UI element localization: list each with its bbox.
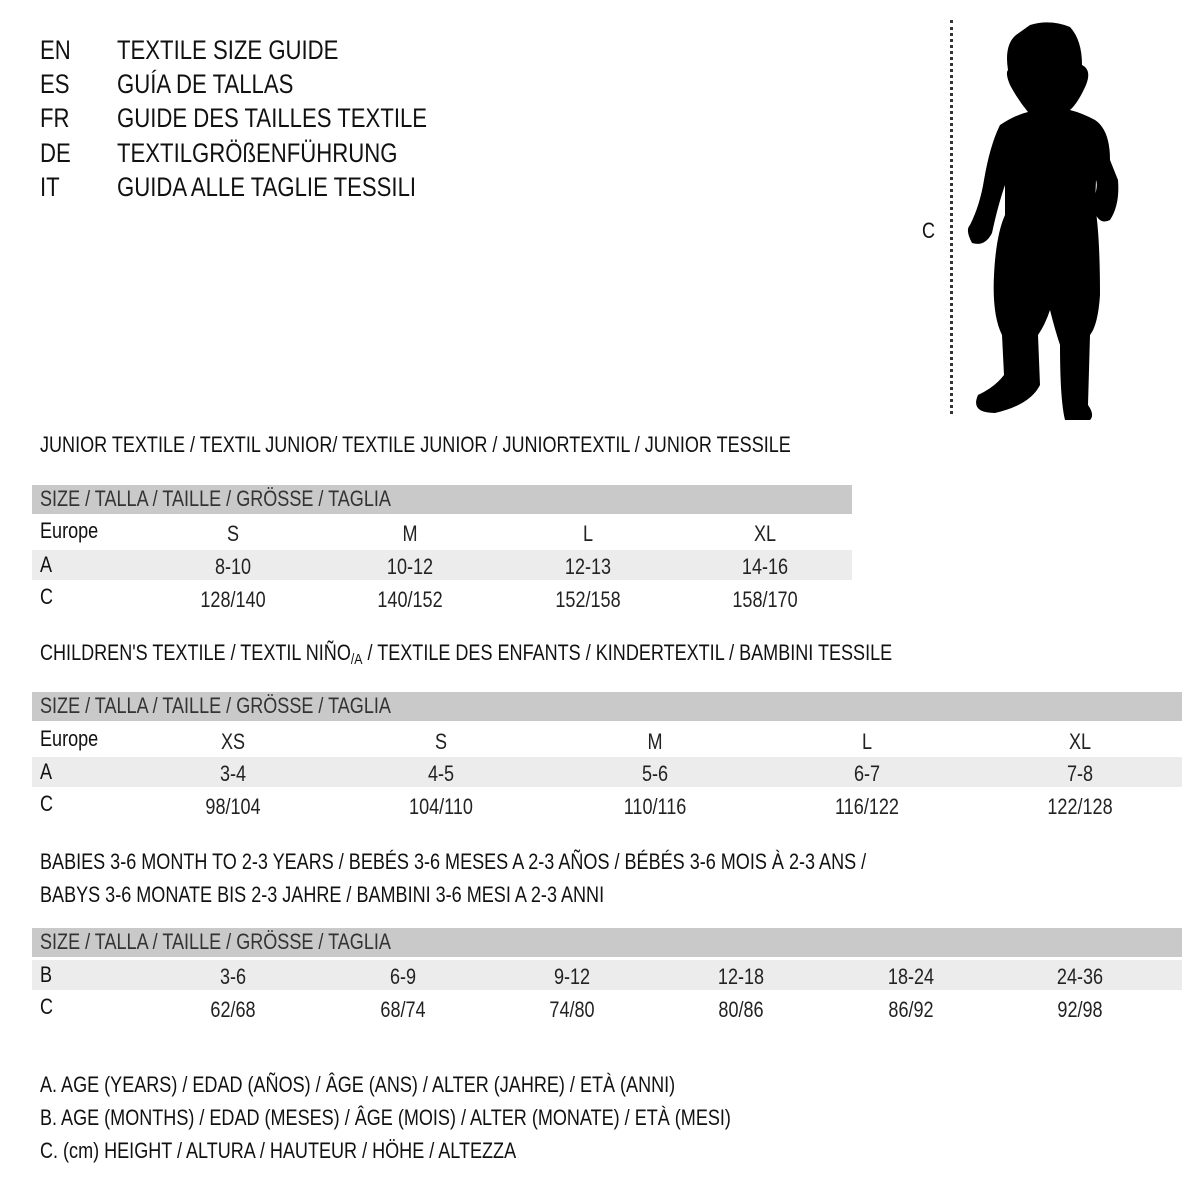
cell: 68/74 — [380, 997, 426, 1022]
lang-code: EN — [40, 35, 71, 65]
measure-label: C — [922, 218, 936, 243]
cell: 6-9 — [389, 964, 417, 989]
row-band — [32, 757, 1182, 787]
cell: 140/152 — [377, 587, 443, 612]
size-header-bar: SIZE / TALLA / TAILLE / GRÖSSE / TAGLIA — [32, 485, 852, 514]
row-label: Europe — [40, 518, 99, 543]
lang-code: FR — [40, 103, 70, 133]
cell: 4-5 — [427, 761, 455, 786]
cell: 6-7 — [853, 761, 881, 786]
cell: 5-6 — [641, 761, 669, 786]
lang-title: GUIDA ALLE TAGLIE TESSILI — [117, 172, 417, 202]
row-label: A — [40, 759, 53, 784]
legend-item: B. AGE (MONTHS) / EDAD (MESES) / ÂGE (MO… — [40, 1105, 731, 1130]
row-label: C — [40, 994, 54, 1019]
section-title-line2: BABYS 3-6 MONATE BIS 2-3 JAHRE / BAMBINI… — [40, 882, 605, 907]
cell: 7-8 — [1066, 761, 1094, 786]
lang-title: GUÍA DE TALLAS — [117, 69, 294, 99]
lang-title: TEXTILGRÖßENFÜHRUNG — [117, 138, 398, 168]
size-header-label: SIZE / TALLA / TAILLE / GRÖSSE / TAGLIA — [40, 486, 391, 511]
cell: 128/140 — [200, 587, 266, 612]
cell: 86/92 — [888, 997, 934, 1022]
row-band — [32, 960, 1182, 990]
size-header-bar: SIZE / TALLA / TAILLE / GRÖSSE / TAGLIA — [32, 928, 1182, 957]
row-label: B — [40, 962, 53, 987]
cell: 98/104 — [205, 794, 261, 819]
cell: M — [647, 729, 663, 754]
child-silhouette-icon — [967, 22, 1119, 420]
cell: 74/80 — [549, 997, 595, 1022]
lang-code: DE — [40, 138, 71, 168]
cell: XS — [220, 729, 246, 754]
cell: 10-12 — [386, 554, 434, 579]
cell: 80/86 — [718, 997, 764, 1022]
cell: L — [861, 729, 873, 754]
cell: 104/110 — [409, 794, 473, 819]
cell: 116/122 — [835, 794, 899, 819]
cell: 152/158 — [555, 587, 621, 612]
cell: S — [434, 729, 448, 754]
cell: 158/170 — [732, 587, 798, 612]
size-header-label: SIZE / TALLA / TAILLE / GRÖSSE / TAGLIA — [40, 929, 391, 954]
height-measure-line — [950, 20, 953, 414]
lang-title: TEXTILE SIZE GUIDE — [117, 35, 339, 65]
cell: 9-12 — [553, 964, 591, 989]
legend-item: A. AGE (YEARS) / EDAD (AÑOS) / ÂGE (ANS)… — [40, 1072, 676, 1097]
lang-title: GUIDE DES TAILLES TEXTILE — [117, 103, 428, 133]
cell: 110/116 — [623, 794, 687, 819]
row-band — [32, 550, 852, 580]
cell: L — [582, 521, 594, 546]
cell: 3-6 — [219, 964, 247, 989]
size-header-label: SIZE / TALLA / TAILLE / GRÖSSE / TAGLIA — [40, 693, 391, 718]
size-header-bar: SIZE / TALLA / TAILLE / GRÖSSE / TAGLIA — [32, 692, 1182, 721]
row-label: C — [40, 584, 54, 609]
cell: XL — [753, 521, 777, 546]
lang-code: IT — [40, 172, 60, 202]
cell: 122/128 — [1047, 794, 1113, 819]
section-title: CHILDREN'S TEXTILE / TEXTIL NIÑO/A / TEX… — [40, 640, 893, 668]
cell: 12-13 — [564, 554, 612, 579]
cell: 18-24 — [887, 964, 935, 989]
cell: XL — [1068, 729, 1092, 754]
cell: 12-18 — [717, 964, 765, 989]
section-title: JUNIOR TEXTILE / TEXTIL JUNIOR/ TEXTILE … — [40, 432, 791, 457]
section-title-line1: BABIES 3-6 MONTH TO 2-3 YEARS / BEBÉS 3-… — [40, 849, 867, 874]
cell: 92/98 — [1057, 997, 1103, 1022]
row-label: Europe — [40, 726, 99, 751]
lang-code: ES — [40, 69, 70, 99]
cell: M — [402, 521, 418, 546]
cell: 8-10 — [214, 554, 252, 579]
cell: S — [226, 521, 240, 546]
cell: 14-16 — [741, 554, 789, 579]
legend-item: C. (cm) HEIGHT / ALTURA / HAUTEUR / HÖHE… — [40, 1138, 517, 1163]
cell: 24-36 — [1056, 964, 1104, 989]
row-label: A — [40, 552, 53, 577]
cell: 3-4 — [219, 761, 247, 786]
row-label: C — [40, 791, 54, 816]
cell: 62/68 — [210, 997, 256, 1022]
